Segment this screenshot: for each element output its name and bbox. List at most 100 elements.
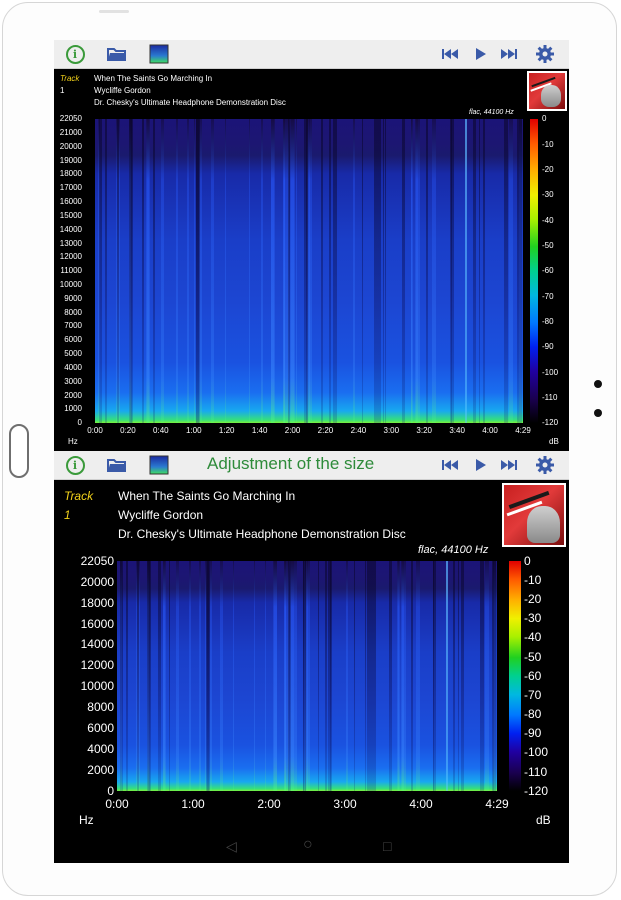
db-tick-label: -20 <box>542 164 554 174</box>
x-tick-label: 3:40 <box>449 426 465 435</box>
spectrogram-texture <box>324 561 327 791</box>
spectrogram-texture <box>285 119 289 423</box>
spectrogram-texture <box>411 119 414 423</box>
spectrogram-texture <box>374 561 376 791</box>
spectrogram-texture <box>253 561 255 791</box>
spectrogram-texture <box>478 119 481 423</box>
spectrogram-texture <box>479 561 482 791</box>
x-tick-label: 3:00 <box>333 797 357 811</box>
db-tick-label: -110 <box>542 392 558 402</box>
spectrogram-texture <box>402 561 406 791</box>
track-label: Track <box>60 74 80 83</box>
spectrogram-texture <box>482 119 486 423</box>
spectrogram-texture <box>372 561 375 791</box>
folder-open-icon[interactable] <box>105 453 129 477</box>
album-art <box>502 483 566 547</box>
spectrogram-texture <box>516 119 520 423</box>
y-tick-label: 21000 <box>59 128 82 138</box>
track-title: When The Saints Go Marching In <box>94 74 213 83</box>
spectrogram-texture <box>136 561 139 791</box>
db-tick-label: -100 <box>524 745 549 760</box>
spectrogram-texture <box>484 561 489 791</box>
spectrogram-texture <box>295 119 298 423</box>
track-number: 1 <box>64 508 71 522</box>
skip-next-icon[interactable] <box>497 453 521 477</box>
spectrogram-icon[interactable] <box>147 42 171 66</box>
info-icon[interactable]: i <box>63 42 87 66</box>
db-tick-label: -110 <box>524 764 548 779</box>
recents-nav-button[interactable]: □ <box>383 838 392 854</box>
y-tick-label: 6000 <box>64 335 82 345</box>
back-nav-button[interactable]: ◁ <box>226 838 237 854</box>
track-album: Dr. Chesky's Ultimate Headphone Demonstr… <box>118 527 406 541</box>
spectrogram-texture <box>206 561 211 791</box>
track-title: When The Saints Go Marching In <box>118 489 296 503</box>
y-tick-label: 2000 <box>64 390 82 400</box>
y-tick-label: 0 <box>107 783 114 798</box>
skip-previous-icon[interactable] <box>438 42 462 66</box>
spectrogram-texture <box>327 561 331 791</box>
play-icon[interactable] <box>468 453 492 477</box>
spectrogram-texture <box>410 561 413 791</box>
folder-open-icon[interactable] <box>105 42 129 66</box>
spectrogram-texture <box>288 561 291 791</box>
spectrogram-texture <box>384 119 387 423</box>
play-icon[interactable] <box>468 42 492 66</box>
skip-next-icon[interactable] <box>497 42 521 66</box>
track-number: 1 <box>60 86 65 95</box>
spectrogram-large[interactable] <box>117 561 497 791</box>
home-nav-button[interactable]: ○ <box>303 836 313 853</box>
spectrogram-texture <box>397 561 400 791</box>
db-tick-label: -120 <box>524 783 549 798</box>
spectrogram-texture <box>162 561 167 791</box>
db-tick-label: -30 <box>542 190 554 200</box>
y-tick-label: 5000 <box>64 349 82 359</box>
spectrogram-icon[interactable] <box>147 453 171 477</box>
db-tick-label: -70 <box>542 291 554 301</box>
spectrogram-texture <box>126 561 129 791</box>
spectrogram-small[interactable] <box>95 119 523 423</box>
db-tick-label: -80 <box>542 316 554 326</box>
spectrogram-texture <box>117 119 120 423</box>
db-colorbar-small <box>530 119 538 423</box>
spectrogram-texture <box>120 561 124 791</box>
settings-gear-icon[interactable] <box>533 453 557 477</box>
spectrogram-texture <box>264 561 267 791</box>
track-details-small: When The Saints Go Marching In Wycliffe … <box>94 73 286 109</box>
track-details-large: When The Saints Go Marching In Wycliffe … <box>118 487 406 544</box>
y-unit-small: Hz <box>68 437 78 446</box>
settings-gear-icon[interactable] <box>533 42 557 66</box>
toolbar-title: Adjustment of the size <box>207 454 375 473</box>
y-tick-label: 18000 <box>59 169 82 179</box>
y-tick-label: 12000 <box>59 252 82 262</box>
y-tick-label: 10000 <box>59 280 82 290</box>
y-tick-label: 22050 <box>80 553 114 568</box>
y-tick-label: 6000 <box>87 721 114 736</box>
y-tick-label: 8000 <box>64 307 82 317</box>
spectrogram-texture <box>353 119 356 423</box>
db-tick-label: 0 <box>524 553 531 568</box>
spectrogram-texture <box>416 119 420 423</box>
y-tick-label: 10000 <box>80 679 114 694</box>
y-tick-label: 16000 <box>59 197 82 207</box>
db-tick-label: -90 <box>542 342 554 352</box>
toolbar-bottom: i Adjustment of the size <box>54 451 569 480</box>
x-tick-label: 0:00 <box>87 426 103 435</box>
spectrogram-texture <box>196 119 200 423</box>
app-screen: i Track 1 When The Saints Go Marching In… <box>54 40 569 863</box>
spectrogram-texture <box>225 119 227 423</box>
track-album: Dr. Chesky's Ultimate Headphone Demonstr… <box>94 98 286 107</box>
spectrogram-texture <box>329 561 333 791</box>
skip-previous-icon[interactable] <box>438 453 462 477</box>
spectrogram-texture <box>332 119 336 423</box>
spectrogram-texture <box>509 119 514 423</box>
y-tick-label: 7000 <box>64 321 82 331</box>
y-tick-label: 13000 <box>59 238 82 248</box>
spectrogram-texture <box>376 119 378 423</box>
spectrogram-texture <box>374 119 376 423</box>
info-icon[interactable]: i <box>63 453 87 477</box>
spectrogram-texture <box>193 119 196 423</box>
x-tick-label: 2:20 <box>317 426 334 435</box>
hardware-home-button[interactable] <box>9 424 29 478</box>
db-tick-label: -40 <box>524 630 542 645</box>
